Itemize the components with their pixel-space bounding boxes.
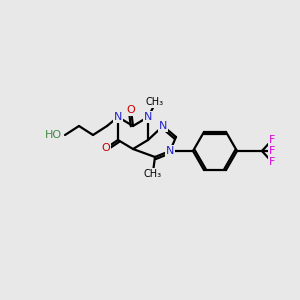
Text: F: F <box>269 157 275 167</box>
Text: N: N <box>144 112 152 122</box>
Text: CH₃: CH₃ <box>146 97 164 107</box>
Text: F: F <box>269 135 275 145</box>
Text: F: F <box>269 146 275 156</box>
Text: N: N <box>166 146 174 156</box>
Text: N: N <box>159 121 167 131</box>
Text: HO: HO <box>45 130 62 140</box>
Text: CH₃: CH₃ <box>144 169 162 179</box>
Text: O: O <box>127 105 135 115</box>
Text: O: O <box>102 143 110 153</box>
Text: N: N <box>114 112 122 122</box>
